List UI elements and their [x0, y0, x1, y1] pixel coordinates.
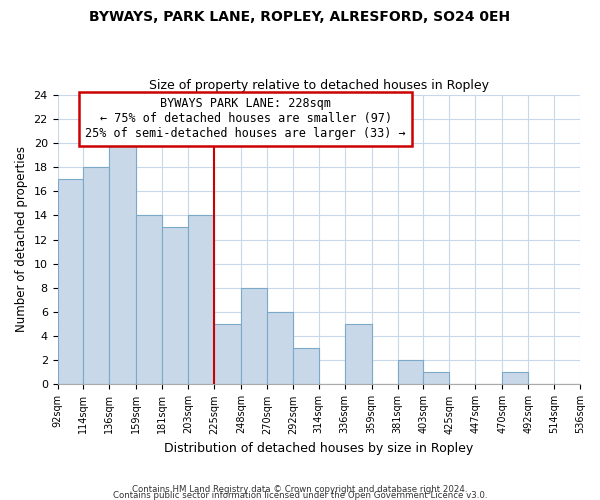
Bar [241, 288, 267, 384]
Bar [83, 167, 109, 384]
Y-axis label: Number of detached properties: Number of detached properties [15, 146, 28, 332]
Bar [424, 372, 449, 384]
Bar [109, 143, 136, 384]
Bar [398, 360, 424, 384]
Bar [267, 312, 293, 384]
X-axis label: Distribution of detached houses by size in Ropley: Distribution of detached houses by size … [164, 442, 473, 455]
Bar [162, 228, 188, 384]
Text: Contains public sector information licensed under the Open Government Licence v3: Contains public sector information licen… [113, 490, 487, 500]
Text: Contains HM Land Registry data © Crown copyright and database right 2024.: Contains HM Land Registry data © Crown c… [132, 484, 468, 494]
Title: Size of property relative to detached houses in Ropley: Size of property relative to detached ho… [149, 79, 489, 92]
Bar [136, 216, 162, 384]
Bar [344, 324, 372, 384]
Bar [502, 372, 528, 384]
Bar [293, 348, 319, 385]
Bar [58, 179, 83, 384]
Text: BYWAYS, PARK LANE, ROPLEY, ALRESFORD, SO24 0EH: BYWAYS, PARK LANE, ROPLEY, ALRESFORD, SO… [89, 10, 511, 24]
Bar [214, 324, 241, 384]
Text: BYWAYS PARK LANE: 228sqm
← 75% of detached houses are smaller (97)
25% of semi-d: BYWAYS PARK LANE: 228sqm ← 75% of detach… [85, 98, 406, 140]
Bar [188, 216, 214, 384]
